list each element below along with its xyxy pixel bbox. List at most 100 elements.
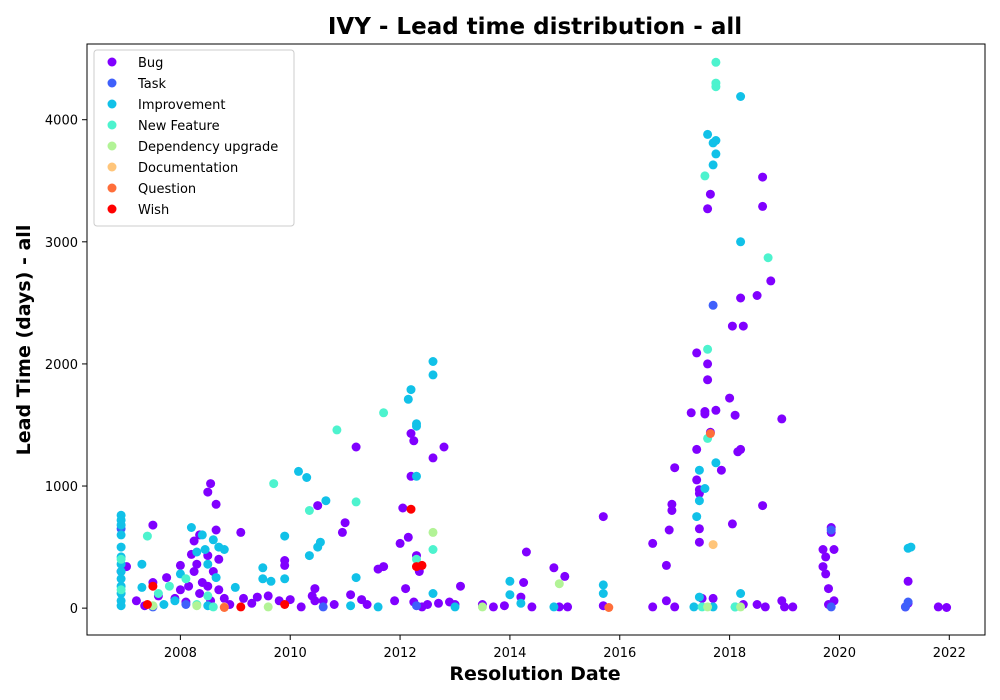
data-point [689, 602, 699, 612]
legend-marker [107, 99, 117, 109]
data-point [456, 581, 465, 591]
data-point [395, 538, 405, 548]
x-tick-label: 2022 [933, 646, 966, 661]
data-point [116, 530, 126, 540]
data-point [428, 589, 438, 598]
data-point [208, 602, 218, 612]
data-point [162, 573, 172, 583]
data-point [142, 531, 152, 541]
data-point [239, 593, 248, 603]
data-point [736, 237, 746, 247]
data-point [406, 385, 416, 395]
chart-title: IVY - Lead time distribution - all [328, 14, 742, 40]
data-point [560, 571, 570, 581]
data-point [412, 601, 421, 611]
data-point [563, 602, 573, 612]
data-point [236, 527, 246, 537]
data-point [337, 527, 347, 537]
data-point [379, 408, 389, 418]
data-point [519, 578, 529, 587]
data-point [159, 600, 169, 609]
data-point [692, 512, 702, 522]
x-tick-label: 2010 [274, 646, 307, 661]
legend-label: Task [137, 77, 167, 92]
data-point [310, 596, 320, 606]
legend-marker [107, 141, 117, 151]
x-axis: 2008 2010 2012 2014 2016 2018 2020 2022 [164, 635, 966, 661]
data-point [826, 525, 836, 535]
data-point [266, 576, 276, 586]
data-point [428, 545, 438, 554]
data-point [694, 465, 704, 475]
plot-frame [86, 43, 986, 636]
data-point [412, 471, 421, 481]
legend-marker [107, 78, 117, 88]
data-point [703, 602, 713, 612]
y-tick-label: 0 [70, 602, 78, 617]
data-point [667, 499, 677, 509]
x-tick-label: 2020 [823, 646, 856, 661]
data-point [829, 545, 839, 554]
data-point [661, 560, 671, 570]
data-point [903, 597, 913, 607]
data-point [818, 545, 828, 554]
legend-marker [107, 162, 117, 172]
data-point [313, 501, 323, 511]
data-point [417, 560, 427, 570]
data-point [412, 554, 421, 564]
data-point [708, 300, 718, 310]
data-point [736, 92, 746, 101]
data-point [692, 348, 702, 358]
data-point [211, 525, 221, 535]
data-point [648, 538, 658, 548]
data-point [340, 518, 350, 528]
legend-marker [107, 183, 117, 193]
data-point [906, 542, 916, 552]
data-point [236, 602, 246, 612]
data-point [321, 496, 331, 506]
data-point [406, 504, 416, 514]
data-point [318, 602, 328, 612]
data-point [203, 487, 213, 497]
data-point [505, 590, 515, 600]
data-point [406, 429, 416, 438]
x-tick-label: 2018 [713, 646, 746, 661]
data-point [189, 536, 199, 546]
data-point [116, 567, 126, 576]
data-point [214, 554, 224, 564]
data-point [758, 172, 768, 182]
data-point [516, 598, 526, 608]
data-point [711, 405, 721, 415]
data-point [758, 201, 768, 211]
data-point [818, 562, 828, 572]
data-point [725, 393, 735, 403]
data-point [788, 602, 798, 612]
data-point [505, 576, 515, 586]
data-point [736, 293, 746, 303]
legend-marker [107, 204, 117, 214]
data-point [137, 559, 147, 569]
data-point [116, 520, 126, 530]
data-point [280, 574, 290, 584]
data-point [648, 602, 658, 612]
data-point [527, 602, 537, 612]
x-tick-label: 2016 [603, 646, 636, 661]
y-tick-label: 4000 [45, 114, 78, 129]
data-point [362, 600, 372, 609]
data-point [705, 429, 715, 438]
data-point [434, 598, 443, 608]
data-point [450, 602, 460, 612]
data-point [211, 499, 221, 509]
data-point [933, 602, 943, 612]
data-point [131, 596, 141, 606]
data-point [664, 525, 674, 535]
data-point [428, 453, 438, 463]
data-point [142, 600, 152, 609]
data-point [258, 563, 268, 573]
data-point [403, 532, 413, 542]
data-point [703, 129, 713, 139]
data-point [692, 475, 702, 485]
data-point [214, 585, 224, 595]
data-point [708, 160, 718, 170]
data-point [294, 466, 303, 476]
